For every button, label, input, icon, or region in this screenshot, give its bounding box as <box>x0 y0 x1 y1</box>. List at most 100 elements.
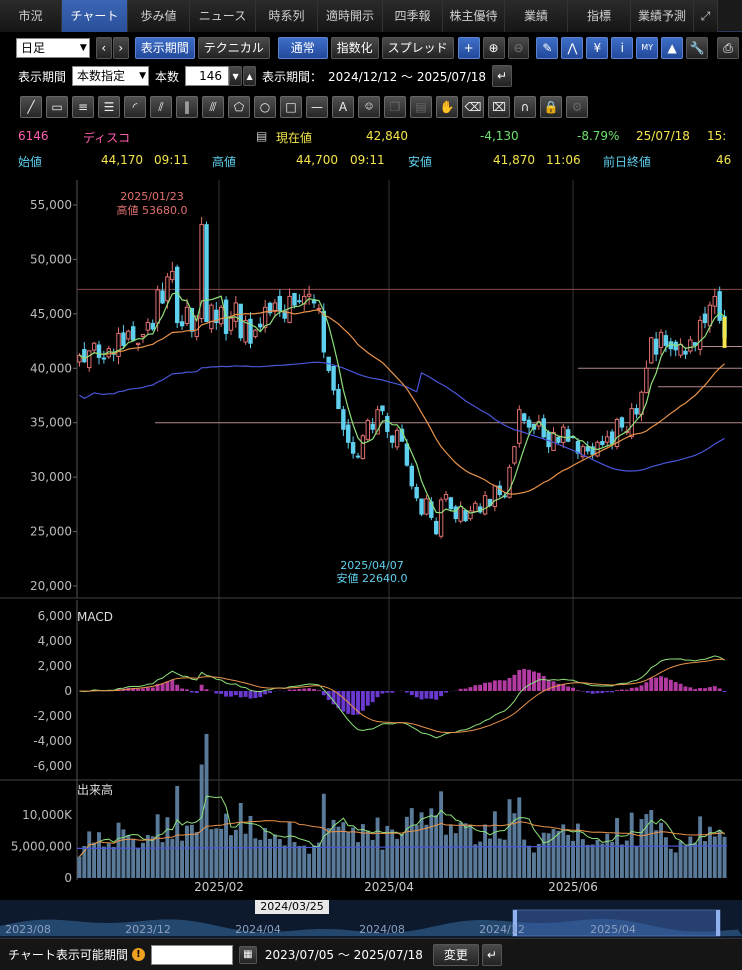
candle-body <box>375 409 380 435</box>
candle-body <box>116 332 121 357</box>
volume-bar <box>575 823 580 878</box>
volume-bar <box>409 808 414 878</box>
volume-bar <box>175 785 180 878</box>
change-value: -4,130 <box>480 129 519 143</box>
delete-icon[interactable]: ▤ <box>410 96 432 118</box>
count-up-icon[interactable]: ▲ <box>243 66 257 86</box>
lock-icon[interactable]: 🔒 <box>540 96 562 118</box>
tab-0[interactable]: 市況 <box>0 0 62 32</box>
macd-histogram-bar <box>312 689 316 691</box>
candle-body <box>199 224 204 320</box>
area-chart-icon[interactable]: ▲ <box>661 37 684 59</box>
tab-2[interactable]: 歩み値 <box>128 0 190 32</box>
volume-bar <box>400 834 404 878</box>
tab-5[interactable]: 適時開示 <box>318 0 383 32</box>
tab-10[interactable]: 業績予測 <box>631 0 694 32</box>
rectangle-icon[interactable]: □ <box>280 96 302 118</box>
volume-bar <box>111 846 116 878</box>
refresh-icon[interactable]: ↵ <box>492 65 513 87</box>
display-period-button[interactable]: 表示期間 <box>134 37 195 59</box>
count-input[interactable]: 146 <box>185 66 230 86</box>
calendar-icon[interactable]: ▦ <box>238 945 257 964</box>
tab-1[interactable]: チャート <box>62 0 128 32</box>
candle-body <box>126 330 131 340</box>
tab-7[interactable]: 株主優待 <box>443 0 505 32</box>
volume-bar <box>277 839 282 878</box>
macd-histogram-bar <box>575 690 580 691</box>
period-bar: 表示期間 本数指定 ▼ 本数 146 ▼ ▲ 表示期間： 2024/12/12 ～… <box>0 65 742 87</box>
channel-icon[interactable]: ⫻ <box>202 96 224 118</box>
candle-body <box>600 441 605 445</box>
normal-button[interactable]: 通常 <box>277 37 328 59</box>
yen-icon[interactable]: ¥ <box>586 37 609 59</box>
date-input[interactable] <box>150 944 233 965</box>
macd-histogram-bar <box>253 691 258 699</box>
fan-arcs-icon[interactable]: ◜ <box>124 96 146 118</box>
fibonacci-icon[interactable]: ☰ <box>98 96 120 118</box>
index-button[interactable]: 指数化 <box>330 37 379 59</box>
volume-bar <box>268 838 272 878</box>
vertical-lines-icon[interactable]: ‖ <box>176 96 198 118</box>
volume-bar <box>673 852 678 878</box>
gann-fan-icon[interactable]: ⫽ <box>150 96 172 118</box>
text-tool-icon[interactable]: A <box>332 96 354 118</box>
volume-bar <box>703 841 707 878</box>
zoom-out-icon[interactable]: ⊖ <box>507 37 530 59</box>
quote-date: 25/07/18 <box>636 129 690 143</box>
navigator-cursor-label: 2024/03/25 <box>260 900 323 913</box>
expand-icon[interactable]: ⤢ <box>694 0 718 32</box>
pentagon-icon[interactable]: ⬠ <box>228 96 250 118</box>
count-down-icon[interactable]: ▼ <box>229 66 243 86</box>
macd-histogram-bar <box>307 688 312 691</box>
tab-6[interactable]: 四季報 <box>383 0 443 32</box>
volume-bar <box>253 838 258 878</box>
line-tool-icon[interactable]: ╱ <box>20 96 42 118</box>
macd-histogram-bar <box>170 680 175 691</box>
macd-histogram-bar <box>131 688 136 691</box>
chart-area[interactable]: 55,000 50,000 45,000 40,000 35,000 30,000 25,0… <box>0 180 742 900</box>
period-select[interactable]: 日足 ▼ <box>16 38 90 58</box>
draw-pen-icon[interactable]: ✎ <box>536 37 559 59</box>
technical-button[interactable]: テクニカル <box>197 37 270 59</box>
count-mode-select[interactable]: 本数指定 ▼ <box>72 66 150 86</box>
info-icon[interactable]: i <box>611 37 634 59</box>
hand-icon[interactable]: ✋ <box>436 96 458 118</box>
period-navigator[interactable]: 2023/08 2023/12 2024/04 2024/08 2024/12 2025/… <box>0 900 742 938</box>
candle-body <box>404 443 410 466</box>
ruler-tool-icon[interactable]: ▭ <box>46 96 68 118</box>
volume-bar <box>712 836 717 878</box>
warning-icon[interactable]: ! <box>131 948 145 961</box>
print-icon[interactable]: ⎙ <box>717 37 739 59</box>
settings-icon[interactable]: ⚙ <box>566 96 588 118</box>
prev-button[interactable]: ‹ <box>95 37 112 59</box>
tab-4[interactable]: 時系列 <box>256 0 318 32</box>
tab-9[interactable]: 指標 <box>568 0 631 32</box>
change-button[interactable]: 変更 <box>432 943 479 966</box>
next-button[interactable]: › <box>112 37 129 59</box>
zoom-in-icon[interactable]: ⊕ <box>482 37 505 59</box>
tab-3[interactable]: ニュース <box>190 0 256 32</box>
my-chart-icon[interactable]: MY <box>636 37 659 59</box>
magnet-icon[interactable]: ∩ <box>514 96 536 118</box>
circle-icon[interactable]: ○ <box>254 96 276 118</box>
eraser-icon[interactable]: ⌫ <box>462 96 484 118</box>
volume-bar <box>160 842 165 878</box>
stock-chart[interactable]: 55,000 50,000 45,000 40,000 35,000 30,000 25,0… <box>0 180 742 900</box>
reset-icon[interactable]: ↵ <box>481 943 502 966</box>
horizontal-lines-icon[interactable]: ≡ <box>72 96 94 118</box>
macd-histogram-bar <box>155 684 160 691</box>
trend-lines-icon[interactable]: ⋀ <box>561 37 584 59</box>
erase-all-icon[interactable]: ⌧ <box>488 96 510 118</box>
icon-stamp-icon[interactable]: ☺ <box>358 96 380 118</box>
wrench-icon[interactable]: 🔧 <box>686 37 709 59</box>
candle-body <box>253 329 258 338</box>
volume-bar <box>390 829 395 878</box>
horizontal-line-icon[interactable]: — <box>306 96 328 118</box>
spread-button[interactable]: スプレッド <box>381 37 454 59</box>
crosshair-icon[interactable]: + <box>457 37 480 59</box>
document-icon[interactable]: ▤ <box>256 129 268 143</box>
tab-8[interactable]: 業績 <box>505 0 568 32</box>
copy-icon[interactable]: ❐ <box>384 96 406 118</box>
macd-histogram-bar <box>624 689 629 691</box>
candle-body <box>316 307 322 310</box>
